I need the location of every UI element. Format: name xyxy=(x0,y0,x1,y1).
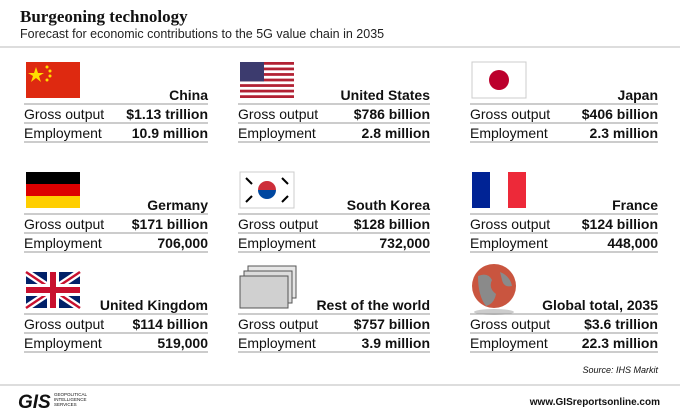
flag xyxy=(472,172,526,208)
flag xyxy=(472,264,516,315)
flag-shape xyxy=(245,177,253,185)
row-value: 2.8 million xyxy=(362,125,430,141)
flag-shape xyxy=(240,62,294,65)
logo-tagline: INTELLIGENCE xyxy=(54,397,87,402)
row-value: $128 billion xyxy=(354,216,430,232)
subtitle: Forecast for economic contributions to t… xyxy=(20,27,384,41)
flag xyxy=(239,171,295,209)
row-value: $406 billion xyxy=(582,106,658,122)
flag-shape xyxy=(489,70,509,90)
row-value: $786 billion xyxy=(354,106,430,122)
row-value: 10.9 million xyxy=(132,125,208,141)
row-value: $1.13 trillion xyxy=(126,106,208,122)
row-label: Gross output xyxy=(238,106,318,122)
row-value: 519,000 xyxy=(157,335,208,351)
flag-shape xyxy=(472,172,490,208)
row-label: Gross output xyxy=(238,216,318,232)
row-value: 3.9 million xyxy=(362,335,430,351)
flag-shape xyxy=(48,74,52,78)
flag-shape xyxy=(45,65,49,69)
row-label: Employment xyxy=(238,125,316,141)
flag-shape xyxy=(45,78,49,82)
row-label: Employment xyxy=(238,235,316,251)
flag-shape xyxy=(281,195,289,203)
flag-shape xyxy=(240,78,294,82)
flag-shape xyxy=(258,181,276,190)
row-value: $124 billion xyxy=(582,216,658,232)
card-name: United Kingdom xyxy=(100,297,208,313)
card-name: China xyxy=(169,87,208,103)
flag-shape xyxy=(258,190,276,199)
row-label: Gross output xyxy=(470,216,550,232)
card-name: Rest of the world xyxy=(316,297,430,313)
row-value: $114 billion xyxy=(133,316,208,332)
card-name: South Korea xyxy=(347,197,430,213)
flag-shape xyxy=(490,172,508,208)
row-label: Employment xyxy=(470,235,548,251)
row-label: Employment xyxy=(238,335,316,351)
row-value: $757 billion xyxy=(354,316,430,332)
flag-shape xyxy=(239,275,289,309)
title: Burgeoning technology xyxy=(20,7,188,26)
flag-shape xyxy=(48,69,52,73)
source: Source: IHS Markit xyxy=(582,365,658,375)
row-value: 706,000 xyxy=(157,235,208,251)
flag-shape xyxy=(281,177,289,185)
row-value: $3.6 trillion xyxy=(584,316,658,332)
card-name: United States xyxy=(341,87,431,103)
flag xyxy=(240,62,294,98)
flag-shape xyxy=(245,195,253,203)
flag xyxy=(26,62,80,98)
row-label: Employment xyxy=(24,125,102,141)
row-label: Employment xyxy=(470,125,548,141)
row-label: Gross output xyxy=(470,106,550,122)
row-value: 732,000 xyxy=(379,235,430,251)
flag xyxy=(26,172,80,208)
flag xyxy=(24,269,82,311)
flag xyxy=(239,265,297,309)
card-name: France xyxy=(612,197,658,213)
row-label: Employment xyxy=(470,335,548,351)
flag-shape xyxy=(26,287,80,293)
row-label: Gross output xyxy=(24,106,104,122)
flag xyxy=(471,61,527,99)
card-name: Japan xyxy=(618,87,658,103)
row-value: 2.3 million xyxy=(590,125,658,141)
row-value: $171 billion xyxy=(132,216,208,232)
row-label: Gross output xyxy=(24,216,104,232)
logo: GIS xyxy=(18,392,51,413)
row-value: 22.3 million xyxy=(582,335,658,351)
flag-shape xyxy=(478,272,512,306)
flag-shape xyxy=(26,172,80,184)
flag-shape xyxy=(240,89,294,93)
row-value: 448,000 xyxy=(607,235,658,251)
row-label: Employment xyxy=(24,235,102,251)
card-name: Global total, 2035 xyxy=(542,297,658,313)
flag-shape xyxy=(240,84,294,87)
flag-shape xyxy=(240,73,294,76)
flag-shape xyxy=(26,184,80,196)
url: www.GISreportsonline.com xyxy=(529,397,660,408)
flag-shape xyxy=(508,172,526,208)
flag-shape xyxy=(245,177,289,203)
flag-shape xyxy=(240,95,294,98)
row-label: Gross output xyxy=(24,316,104,332)
row-label: Gross output xyxy=(238,316,318,332)
flag-shape xyxy=(240,62,264,82)
row-label: Employment xyxy=(24,335,102,351)
card-name: Germany xyxy=(147,197,208,213)
flag-shape xyxy=(26,196,80,208)
flag-shape xyxy=(240,67,294,71)
logo-tagline: SERVICES xyxy=(54,402,77,407)
flag-shape xyxy=(28,67,44,82)
row-label: Gross output xyxy=(470,316,550,332)
logo-tagline: GEOPOLITICAL xyxy=(54,392,88,397)
flag-shape xyxy=(26,62,80,98)
